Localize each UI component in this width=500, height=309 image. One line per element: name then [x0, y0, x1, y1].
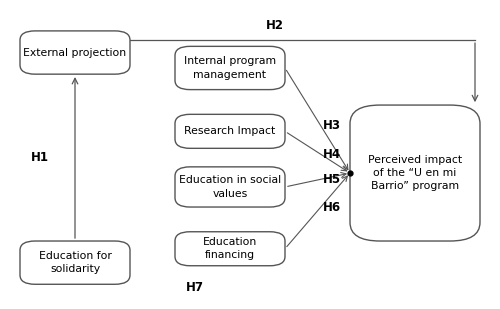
Text: H4: H4 — [323, 148, 342, 161]
Text: Internal program
management: Internal program management — [184, 56, 276, 80]
Text: H1: H1 — [31, 151, 49, 164]
FancyBboxPatch shape — [175, 46, 285, 90]
Text: Perceived impact
of the “U en mi
Barrio” program: Perceived impact of the “U en mi Barrio”… — [368, 155, 462, 191]
Text: H7: H7 — [186, 281, 204, 294]
FancyBboxPatch shape — [175, 167, 285, 207]
FancyBboxPatch shape — [20, 241, 130, 284]
Text: H3: H3 — [323, 119, 341, 132]
Text: Education in social
values: Education in social values — [179, 175, 281, 199]
Text: Research Impact: Research Impact — [184, 126, 276, 136]
FancyBboxPatch shape — [350, 105, 480, 241]
Text: External projection: External projection — [24, 48, 127, 57]
Text: H5: H5 — [323, 173, 342, 186]
Text: Education
financing: Education financing — [203, 237, 257, 260]
Text: H6: H6 — [323, 201, 342, 214]
FancyBboxPatch shape — [175, 232, 285, 266]
Text: Education for
solidarity: Education for solidarity — [38, 251, 112, 274]
FancyBboxPatch shape — [175, 114, 285, 148]
Text: H2: H2 — [266, 19, 284, 32]
FancyBboxPatch shape — [20, 31, 130, 74]
